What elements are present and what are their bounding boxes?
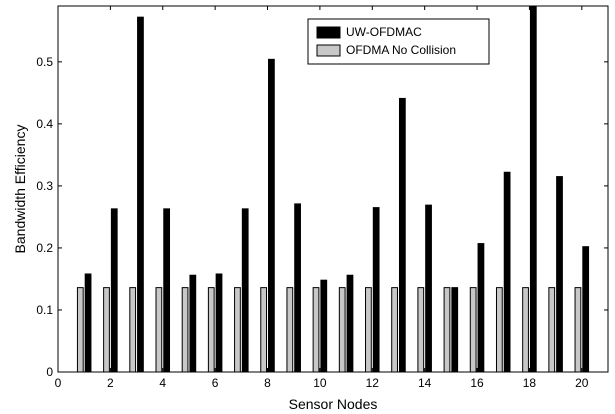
bar-ofdma-no-collision-node-9 [286,287,294,373]
bars-group [76,5,590,373]
bar-ofdma-no-collision-node-7 [234,287,241,373]
x-tick-label-0: 0 [55,376,62,390]
bar-ofdma-no-collision-node-14 [417,287,425,373]
y-tick-label-0.3: 0.3 [36,179,53,193]
legend-swatch-uw-ofdmac [316,26,341,39]
bar-uw-ofdmac-node-19 [556,176,563,373]
y-tick-label-0.4: 0.4 [36,117,53,131]
x-tick-label-10: 10 [313,376,327,390]
bar-ofdma-no-collision-node-16 [469,287,477,373]
bar-uw-ofdmac-node-1 [84,273,92,373]
bar-ofdma-no-collision-node-13 [391,287,398,373]
bar-uw-ofdmac-node-7 [241,208,249,373]
bar-ofdma-no-collision-node-20 [574,287,582,373]
bar-uw-ofdmac-node-12 [372,207,380,373]
legend: UW-OFDMAC OFDMA No Collision [307,18,490,65]
x-tick-label-2: 2 [107,376,114,390]
bar-uw-ofdmac-node-9 [294,203,301,373]
x-tick-label-4: 4 [159,376,166,390]
x-tick-label-16: 16 [470,376,484,390]
bar-ofdma-no-collision-node-1 [76,287,84,373]
bar-ofdma-no-collision-node-17 [495,287,503,373]
bar-uw-ofdmac-node-15 [451,287,459,373]
bar-ofdma-no-collision-node-10 [312,287,320,373]
bar-ofdma-no-collision-node-18 [522,287,529,373]
bar-uw-ofdmac-node-4 [163,208,171,373]
x-tick-label-12: 12 [366,376,380,390]
plot-area [57,5,609,373]
bar-uw-ofdmac-node-18 [529,5,537,373]
x-tick-label-18: 18 [523,376,537,390]
bar-uw-ofdmac-node-11 [346,274,354,373]
legend-swatch-ofdma-no-collision [316,44,341,57]
bar-ofdma-no-collision-node-15 [443,287,451,373]
bar-ofdma-no-collision-node-2 [103,287,110,373]
x-tick-label-6: 6 [212,376,219,390]
y-axis-ticks: 0 0.1 0.2 0.3 0.4 0.5 [36,55,608,379]
y-tick-label-0.1: 0.1 [36,303,53,317]
x-axis-ticks: 0 2 4 6 8 10 12 14 16 18 20 [55,6,589,390]
legend-label-ofdma-no-collision: OFDMA No Collision [346,43,456,57]
x-tick-label-14: 14 [418,376,432,390]
bar-ofdma-no-collision-node-3 [129,287,137,373]
bar-ofdma-no-collision-node-6 [207,287,215,373]
bar-ofdma-no-collision-node-4 [155,287,163,373]
y-tick-label-0.5: 0.5 [36,55,53,69]
bar-uw-ofdmac-node-2 [110,208,118,373]
x-tick-label-20: 20 [575,376,589,390]
y-axis-label: Bandwidth Efficiency [12,125,28,254]
x-axis-label: Sensor Nodes [289,396,378,412]
bar-uw-ofdmac-node-5 [189,274,197,373]
bar-uw-ofdmac-node-17 [503,171,511,373]
bar-uw-ofdmac-node-6 [215,273,223,373]
bar-uw-ofdmac-node-8 [268,58,275,373]
bar-uw-ofdmac-node-10 [320,279,328,373]
y-tick-label-0: 0 [46,365,53,379]
bar-uw-ofdmac-node-14 [425,204,432,373]
bar-ofdma-no-collision-node-11 [338,287,346,373]
x-tick-label-8: 8 [264,376,271,390]
bar-ofdma-no-collision-node-8 [260,287,268,373]
bar-uw-ofdmac-node-20 [582,246,590,373]
bar-uw-ofdmac-node-16 [477,243,485,373]
legend-label-uw-ofdmac: UW-OFDMAC [346,25,422,39]
y-tick-label-0.2: 0.2 [36,241,53,255]
bar-uw-ofdmac-node-13 [398,97,406,373]
bar-ofdma-no-collision-node-5 [181,287,189,373]
bar-uw-ofdmac-node-3 [137,16,144,373]
bar-ofdma-no-collision-node-19 [548,287,556,373]
bar-ofdma-no-collision-node-12 [365,287,372,373]
